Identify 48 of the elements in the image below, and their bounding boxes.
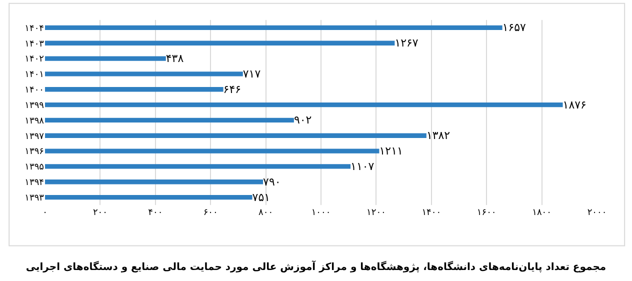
x-tick-label: ۰ (42, 208, 48, 218)
data-label: ۱۱۰۷ (350, 160, 374, 173)
x-tick-label: ۲۰۰۰ (587, 208, 607, 218)
y-tick-label: ۱۳۹۳ (24, 193, 44, 204)
bar (45, 102, 563, 108)
data-label: ۷۹۰ (263, 175, 281, 188)
bar (45, 40, 395, 46)
data-label: ۹۰۲ (294, 114, 312, 127)
bar (45, 148, 380, 154)
bar (45, 56, 166, 61)
x-tick-label: ۲۰۰ (92, 208, 108, 218)
x-tick-label: ۱۶۰۰ (476, 208, 496, 218)
y-tick-label: ۱۴۰۴ (24, 24, 44, 34)
y-tick-label: ۱۴۰۲ (24, 54, 44, 65)
data-label: ۱۲۱۱ (379, 144, 403, 158)
bar (45, 25, 502, 30)
x-tick-label: ۴۰۰ (148, 208, 163, 218)
y-tick-label: ۱۳۹۸ (24, 116, 44, 126)
y-tick-label: ۱۳۹۹ (24, 100, 44, 111)
bar (45, 180, 264, 184)
y-tick-label: ۱۳۹۴ (24, 178, 44, 188)
x-tick-label: ۶۰۰ (203, 208, 218, 218)
data-label: ۶۴۶ (223, 82, 242, 96)
data-label: ۴۳۸ (166, 52, 184, 66)
bar (45, 133, 426, 138)
bar (45, 118, 294, 123)
y-tick-label: ۱۴۰۰ (24, 86, 44, 96)
x-tick-label: ۱۰۰۰ (311, 208, 331, 218)
bar (45, 164, 351, 169)
data-label: ۷۵۱ (252, 190, 270, 204)
y-tick-label: ۱۳۹۵ (24, 162, 44, 173)
x-tick-label: ۱۸۰۰ (532, 208, 552, 218)
text: مجموع تعداد پایان‌نامه‌های دانشگاه‌ها، پژوهشگاه‌ها و مراکز آموزش عالی مورد حمایت مالی صنایع و دستگاه‌های اجرایی (26, 260, 606, 273)
data-label: ۱۸۷۶ (562, 98, 586, 112)
bar (45, 194, 252, 200)
data-label: ۱۳۸۲ (426, 129, 450, 142)
y-tick-label: ۱۴۰۱ (24, 70, 44, 80)
y-tick-label: ۱۳۹۶ (24, 147, 44, 158)
bar (45, 87, 224, 92)
bar (45, 72, 243, 76)
x-tick-label: ۱۴۰۰ (422, 208, 442, 218)
x-tick-label: ۸۰۰ (258, 208, 274, 218)
data-label: ۱۲۶۷ (394, 36, 418, 50)
data-label: ۱۶۵۷ (502, 21, 526, 34)
y-tick-label: ۱۴۰۳ (24, 39, 44, 50)
x-tick-label: ۱۲۰۰ (366, 208, 386, 218)
data-label: ۷۱۷ (242, 67, 261, 80)
y-tick-label: ۱۳۹۷ (24, 132, 44, 142)
